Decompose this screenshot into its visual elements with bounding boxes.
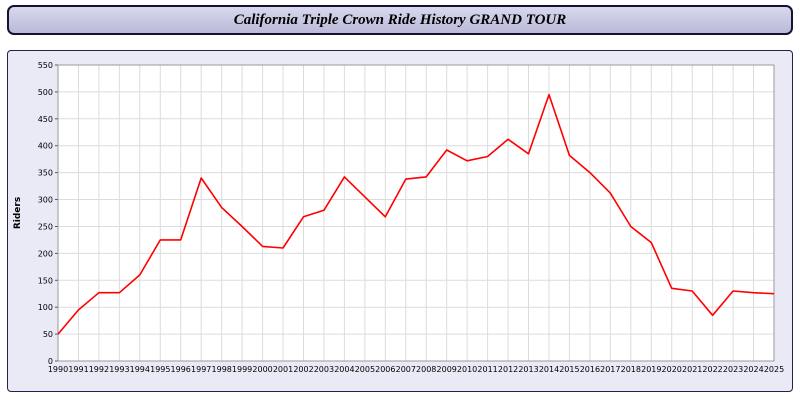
svg-text:2003: 2003 [314,365,334,374]
page-title: California Triple Crown Ride History GRA… [233,11,567,28]
svg-text:2020: 2020 [662,365,682,374]
svg-text:150: 150 [38,276,53,285]
svg-text:1993: 1993 [109,365,129,374]
svg-text:2006: 2006 [375,365,395,374]
svg-text:1995: 1995 [150,365,170,374]
svg-text:2019: 2019 [641,365,661,374]
svg-text:2008: 2008 [416,365,436,374]
svg-text:2001: 2001 [273,365,293,374]
svg-text:1991: 1991 [68,365,88,374]
svg-text:400: 400 [38,142,53,151]
svg-text:2000: 2000 [252,365,272,374]
svg-text:2021: 2021 [682,365,702,374]
svg-text:1998: 1998 [212,365,232,374]
svg-text:2015: 2015 [559,365,579,374]
svg-text:1992: 1992 [89,365,109,374]
svg-text:1997: 1997 [191,365,211,374]
svg-text:2017: 2017 [600,365,620,374]
svg-text:300: 300 [38,196,53,205]
svg-text:2009: 2009 [437,365,457,374]
chart-title-bar: California Triple Crown Ride History GRA… [7,5,793,35]
svg-text:2010: 2010 [457,365,477,374]
svg-text:1999: 1999 [232,365,252,374]
svg-text:2012: 2012 [498,365,518,374]
svg-text:50: 50 [43,330,53,339]
svg-text:2023: 2023 [723,365,743,374]
svg-text:350: 350 [38,169,53,178]
svg-text:500: 500 [38,88,53,97]
svg-text:2002: 2002 [293,365,313,374]
svg-text:550: 550 [38,61,53,70]
svg-text:2018: 2018 [621,365,641,374]
svg-text:100: 100 [38,303,53,312]
svg-text:2013: 2013 [518,365,538,374]
svg-text:200: 200 [38,249,53,258]
svg-text:250: 250 [38,223,53,232]
svg-text:2024: 2024 [743,365,763,374]
svg-text:1990: 1990 [48,365,68,374]
svg-text:2014: 2014 [539,365,559,374]
svg-text:0: 0 [48,357,53,366]
svg-text:2011: 2011 [477,365,497,374]
svg-text:2007: 2007 [396,365,416,374]
chart-container: 1990 1991 1992 1993 1994 1995 1996 1997 1998 1999… [7,50,793,392]
svg-text:2016: 2016 [580,365,600,374]
svg-text:Riders: Riders [13,197,23,229]
svg-text:2025: 2025 [764,365,784,374]
svg-text:450: 450 [38,115,53,124]
svg-text:2004: 2004 [334,365,354,374]
svg-text:2005: 2005 [355,365,375,374]
svg-text:1996: 1996 [171,365,191,374]
svg-text:2022: 2022 [702,365,722,374]
svg-text:1994: 1994 [130,365,150,374]
ride-history-line-chart: 1990 1991 1992 1993 1994 1995 1996 1997 1998 1999… [13,61,784,374]
